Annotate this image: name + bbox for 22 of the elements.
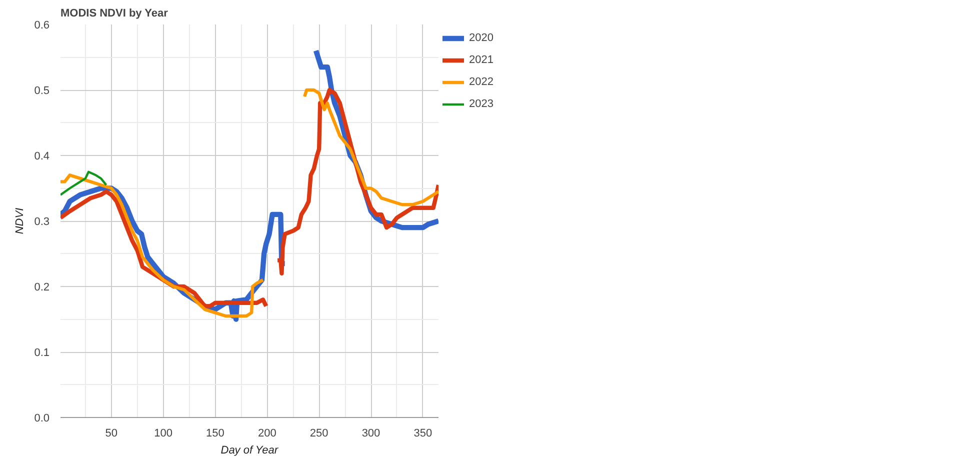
x-tick-label: 200 xyxy=(258,428,276,440)
y-tick-label: 0.0 xyxy=(34,412,50,424)
legend-label: 2021 xyxy=(469,54,494,66)
x-tick-label: 350 xyxy=(414,428,432,440)
x-axis-title: Day of Year xyxy=(220,444,280,456)
y-tick-label: 0.5 xyxy=(34,85,50,97)
y-tick-label: 0.3 xyxy=(34,216,50,228)
legend-label: 2023 xyxy=(469,98,494,110)
x-tick-label: 300 xyxy=(362,428,380,440)
x-tick-label: 100 xyxy=(154,428,172,440)
y-tick-label: 0.1 xyxy=(34,347,50,359)
y-tick-label: 0.4 xyxy=(34,150,50,162)
y-tick-label: 0.6 xyxy=(34,20,50,32)
x-tick-label: 150 xyxy=(206,428,224,440)
y-axis-title: NDVI xyxy=(14,208,26,234)
x-tick-label: 50 xyxy=(105,428,118,440)
line-series xyxy=(60,170,108,196)
chart-title: MODIS NDVI by Year xyxy=(60,8,169,20)
legend-label: 2020 xyxy=(469,32,494,44)
y-tick-label: 0.2 xyxy=(34,282,50,294)
x-tick-label: 250 xyxy=(310,428,328,440)
legend-label: 2022 xyxy=(469,76,494,88)
